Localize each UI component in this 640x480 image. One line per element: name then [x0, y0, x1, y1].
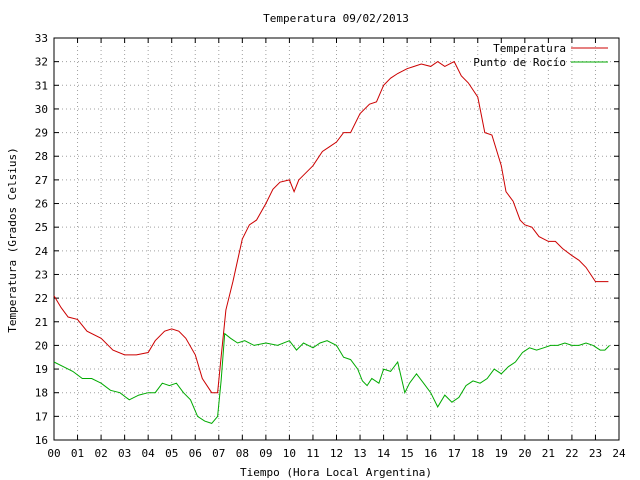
- x-tick-label: 14: [377, 447, 391, 460]
- y-tick-label: 18: [35, 387, 48, 400]
- x-tick-label: 23: [589, 447, 602, 460]
- x-tick-label: 20: [518, 447, 531, 460]
- x-tick-label: 07: [212, 447, 225, 460]
- y-tick-label: 29: [35, 127, 48, 140]
- x-tick-label: 12: [330, 447, 343, 460]
- legend: Temperatura Punto de Rocío: [473, 42, 608, 69]
- y-tick-label: 26: [35, 198, 48, 211]
- y-tick-label: 32: [35, 56, 48, 69]
- x-tick-label: 19: [495, 447, 508, 460]
- x-tick-label: 06: [189, 447, 202, 460]
- y-tick-label: 17: [35, 410, 48, 423]
- y-tick-label: 33: [35, 32, 48, 45]
- x-tick-label: 13: [353, 447, 366, 460]
- legend-label-punto-de-rocio: Punto de Rocío: [473, 56, 566, 69]
- x-tick-label: 02: [94, 447, 107, 460]
- x-tick-label: 04: [142, 447, 156, 460]
- y-tick-label: 30: [35, 103, 48, 116]
- chart-title: Temperatura 09/02/2013: [263, 12, 409, 25]
- y-tick-label: 16: [35, 434, 48, 447]
- x-tick-label: 16: [424, 447, 437, 460]
- x-tick-label: 15: [401, 447, 414, 460]
- x-tick-label: 08: [236, 447, 249, 460]
- y-tick-label: 19: [35, 363, 48, 376]
- y-tick-label: 23: [35, 268, 48, 281]
- x-tick-label: 10: [283, 447, 296, 460]
- x-tick-label: 18: [471, 447, 484, 460]
- y-tick-label: 27: [35, 174, 48, 187]
- x-axis-label: Tiempo (Hora Local Argentina): [240, 466, 432, 479]
- x-tick-label: 22: [565, 447, 578, 460]
- y-axis-ticks: 16 17 18 19 20 21 22 23 24 25 26 27 28 29 30 31 32 33: [35, 32, 619, 447]
- x-tick-label: 21: [542, 447, 555, 460]
- x-tick-label: 00: [47, 447, 60, 460]
- y-tick-label: 21: [35, 316, 48, 329]
- series-line-temperatura: [53, 60, 609, 394]
- y-axis-label: Temperatura (Grados Celsius): [6, 147, 19, 332]
- x-tick-label: 05: [165, 447, 178, 460]
- x-tick-label: 01: [71, 447, 84, 460]
- x-tick-label: 03: [118, 447, 131, 460]
- y-tick-label: 20: [35, 339, 48, 352]
- y-tick-label: 28: [35, 150, 48, 163]
- y-tick-label: 31: [35, 79, 48, 92]
- legend-label-temperatura: Temperatura: [493, 42, 566, 55]
- x-tick-label: 09: [259, 447, 272, 460]
- series-line-punto-de-rocio: [53, 332, 610, 424]
- y-tick-label: 22: [35, 292, 48, 305]
- x-tick-label: 24: [612, 447, 626, 460]
- x-tick-label: 17: [448, 447, 461, 460]
- y-tick-label: 25: [35, 221, 48, 234]
- y-tick-label: 24: [35, 245, 49, 258]
- x-tick-label: 11: [306, 447, 319, 460]
- x-axis-ticks: 00 01 02 03 04 05 06 07 08 09 10 11 12 13 14 15 16 17 18 19…: [47, 38, 626, 460]
- series-lines: [53, 60, 610, 424]
